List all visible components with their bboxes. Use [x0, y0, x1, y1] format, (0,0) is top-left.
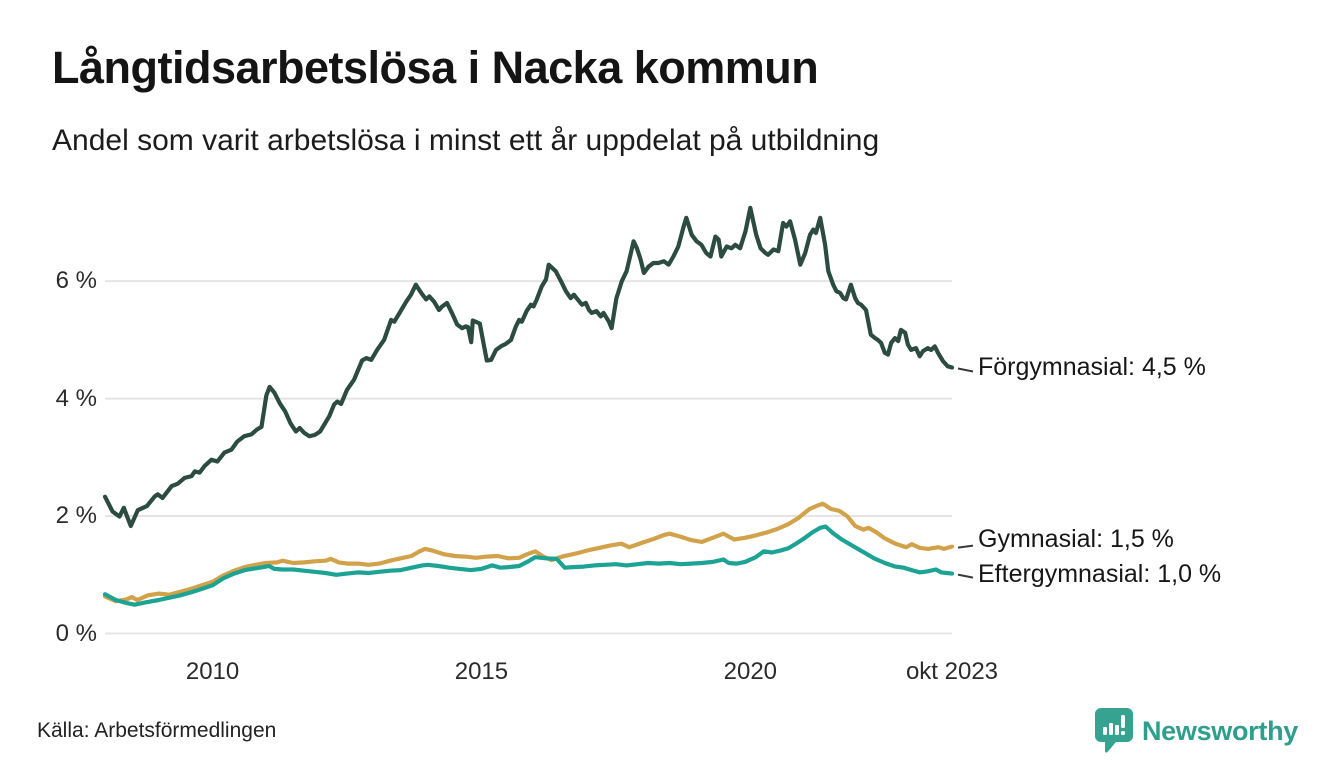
chart-subtitle: Andel som varit arbetslösa i minst ett å… — [52, 124, 880, 157]
brand-wordmark: Newsworthy — [1141, 715, 1298, 746]
series-label-eftergymnasial: Eftergymnasial: 1,0 % — [978, 559, 1222, 588]
x-axis-tick-label: okt 2023 — [905, 658, 999, 685]
y-axis-tick-label: 2 % — [55, 502, 97, 530]
x-axis-tick-label: 2010 — [185, 658, 240, 685]
y-axis-tick-label: 4 % — [55, 384, 97, 412]
y-axis-tick-label: 6 % — [55, 267, 97, 295]
newsworthy-chart-bubble-icon — [1094, 708, 1133, 754]
x-axis-tick-label: 2015 — [454, 658, 509, 685]
series-label-gymnasial: Gymnasial: 1,5 % — [978, 524, 1174, 553]
source-credit: Källa: Arbetsförmedlingen — [37, 719, 277, 742]
y-axis-tick-label: 0 % — [55, 619, 97, 647]
series-line-förgymnasial — [102, 205, 955, 529]
brand-logo: Newsworthy — [1094, 708, 1298, 754]
page-title: Långtidsarbetslösa i Nacka kommun — [52, 42, 819, 93]
annotation-connector — [957, 573, 974, 579]
series-label-forgymnasial: Förgymnasial: 4,5 % — [978, 353, 1206, 382]
x-axis-tick-label: 2020 — [723, 658, 778, 685]
annotation-connector — [957, 544, 974, 549]
series-line-eftergymnasial — [102, 524, 955, 607]
annotation-connector — [957, 367, 974, 373]
series-line-gymnasial — [102, 501, 955, 604]
